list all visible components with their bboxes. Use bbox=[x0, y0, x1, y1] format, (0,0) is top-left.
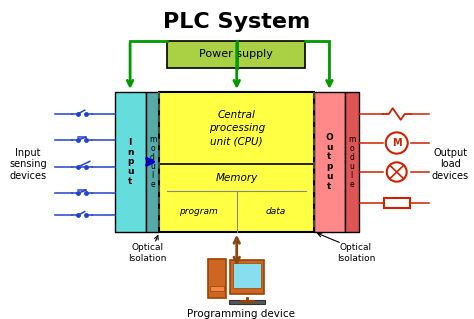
Text: Optical
Isolation: Optical Isolation bbox=[337, 243, 375, 263]
FancyBboxPatch shape bbox=[115, 92, 146, 232]
Text: program: program bbox=[179, 207, 218, 216]
Text: Input
sensing
devices: Input sensing devices bbox=[9, 148, 47, 181]
FancyBboxPatch shape bbox=[167, 41, 305, 68]
Text: m
o
d
u
l
e: m o d u l e bbox=[348, 135, 356, 189]
Text: M: M bbox=[392, 138, 401, 148]
Text: data: data bbox=[265, 207, 285, 216]
FancyBboxPatch shape bbox=[230, 260, 264, 294]
Text: O
u
t
p
u
t: O u t p u t bbox=[326, 133, 333, 190]
Text: Central
processing
unit (CPU): Central processing unit (CPU) bbox=[209, 110, 265, 146]
FancyBboxPatch shape bbox=[345, 92, 359, 232]
Text: Optical
Isolation: Optical Isolation bbox=[128, 243, 167, 263]
Text: Power supply: Power supply bbox=[199, 49, 273, 59]
FancyBboxPatch shape bbox=[233, 263, 261, 288]
Text: PLC System: PLC System bbox=[163, 11, 310, 32]
FancyBboxPatch shape bbox=[146, 92, 159, 232]
Text: Programming device: Programming device bbox=[187, 309, 295, 319]
FancyBboxPatch shape bbox=[229, 300, 265, 304]
Text: Output
load
devices: Output load devices bbox=[432, 148, 469, 181]
Text: Memory: Memory bbox=[216, 173, 258, 183]
FancyBboxPatch shape bbox=[314, 92, 345, 232]
Text: m
o
d
u
l
e: m o d u l e bbox=[149, 135, 156, 189]
FancyBboxPatch shape bbox=[210, 286, 224, 291]
FancyBboxPatch shape bbox=[209, 259, 226, 298]
Text: I
n
p
u
t: I n p u t bbox=[127, 138, 133, 186]
FancyBboxPatch shape bbox=[159, 92, 314, 232]
